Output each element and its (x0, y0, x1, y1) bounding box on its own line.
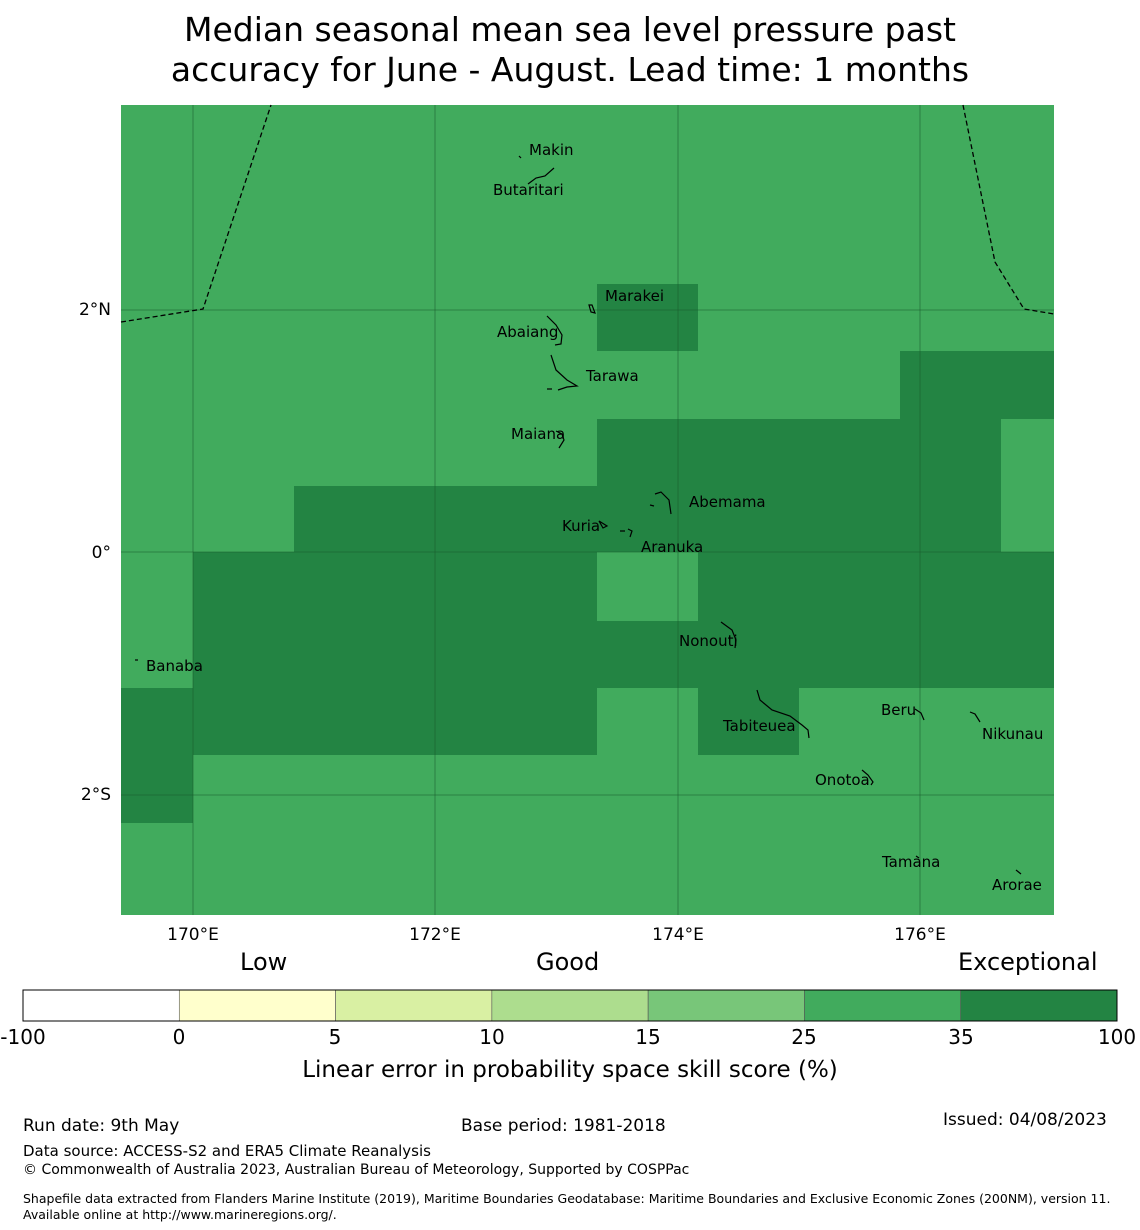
shapefile-credit: Shapefile data extracted from Flanders M… (23, 1191, 1111, 1222)
place-label-tarawa: Tarawa (585, 367, 639, 385)
colorbar-tick-label: 0 (173, 1025, 186, 1049)
gridlines (121, 105, 1054, 915)
chart-title: Median seasonal mean sea level pressure … (0, 10, 1140, 90)
island-outlines (135, 155, 1022, 875)
island-onotoa (861, 769, 874, 786)
colorbar-tick-label: 25 (791, 1025, 816, 1049)
place-label-arorae: Arorae (992, 876, 1042, 894)
place-label-makin: Makin (529, 141, 574, 159)
issued-date: Issued: 04/08/2023 (943, 1110, 1107, 1130)
colorbar-tick-label: 100 (1098, 1025, 1136, 1049)
colorbar-tick-label: 15 (635, 1025, 660, 1049)
place-label-maiana: Maiana (511, 425, 565, 443)
place-label-onotoa: Onotoa (815, 771, 870, 789)
colorbar-swatch (178, 989, 336, 1022)
island-tamana (915, 855, 920, 859)
lon-tick-label: 174°E (652, 925, 704, 945)
island-butaritari (527, 167, 555, 185)
skill-cells-exceptional (121, 284, 1054, 823)
colorbar-swatch (804, 989, 962, 1022)
place-label-butaritari: Butaritari (493, 181, 564, 199)
island-abaiang (546, 315, 563, 346)
place-labels: Makin Butaritari Marakei Abaiang Tarawa … (146, 141, 1043, 894)
place-label-kuria: Kuria (562, 517, 600, 535)
island-maiana (555, 430, 565, 449)
eez-boundaries (120, 104, 1055, 323)
place-label-tabiteuea: Tabiteuea (722, 717, 796, 735)
map-panel: Makin Butaritari Marakei Abaiang Tarawa … (120, 104, 1055, 915)
island-arorae (1015, 869, 1022, 875)
lat-tick-label: 2°S (81, 785, 111, 805)
map-figure: Makin Butaritari Marakei Abaiang Tarawa … (0, 104, 1136, 1083)
place-label-beru: Beru (881, 701, 916, 719)
place-label-marakei: Marakei (605, 287, 664, 305)
island-abemama-west (649, 504, 655, 507)
colorbar-tick-label: 5 (329, 1025, 342, 1049)
lon-tick-label: 170°E (167, 925, 219, 945)
colorbar: -100 0 5 10 15 25 35 100 Linear error in… (0, 989, 1136, 1083)
colorbar-tick-label: -100 (0, 1025, 45, 1049)
category-label-good: Good (536, 948, 600, 976)
island-nonouti (720, 621, 737, 649)
run-date: Run date: 9th May (23, 1116, 180, 1136)
skill-cell (597, 419, 1001, 486)
colorbar-label: Linear error in probability space skill … (302, 1057, 838, 1083)
base-period: Base period: 1981-2018 (461, 1116, 666, 1136)
island-marakei (588, 304, 596, 314)
title-line-2: accuracy for June - August. Lead time: 1… (170, 50, 970, 89)
eez-boundary-west (120, 104, 272, 323)
colorbar-tick-label: 10 (479, 1025, 504, 1049)
skill-cell (900, 351, 1054, 419)
colorbar-swatch (960, 989, 1118, 1022)
island-kuria (598, 520, 609, 529)
skill-cell (698, 688, 799, 755)
skill-cell (121, 688, 193, 823)
place-label-banaba: Banaba (146, 657, 203, 675)
colorbar-swatch (22, 989, 180, 1022)
place-label-nikunau: Nikunau (982, 725, 1043, 743)
island-nikunau (969, 711, 981, 723)
lat-tick-label: 2°N (79, 300, 111, 320)
island-abemama (654, 491, 672, 515)
place-label-nonouti: Nonouti (679, 632, 738, 650)
island-tarawa (550, 354, 579, 391)
lat-tick-label: 0° (92, 543, 111, 563)
place-label-tamana: Tamana (881, 853, 940, 871)
skill-cell (193, 552, 597, 755)
island-beru (914, 708, 925, 721)
colorbar-frame (22, 989, 1118, 1022)
data-source: Data source: ACCESS-S2 and ERA5 Climate … (23, 1142, 431, 1160)
island-aranuka (620, 528, 633, 538)
place-label-abemama: Abemama (689, 493, 766, 511)
skill-cell (597, 284, 698, 351)
copyright: © Commonwealth of Australia 2023, Austra… (23, 1162, 690, 1178)
colorbar-swatches (22, 989, 1118, 1022)
island-tabiteuea (756, 689, 810, 739)
title-line-1: Median seasonal mean sea level pressure … (184, 10, 956, 49)
skill-cell (294, 486, 1001, 552)
colorbar-swatch (335, 989, 493, 1022)
lon-tick-label: 176°E (894, 925, 946, 945)
skill-cell (698, 552, 1054, 688)
place-label-abaiang: Abaiang (497, 323, 558, 341)
eez-boundary-east (962, 104, 1055, 315)
island-makin (518, 155, 522, 159)
colorbar-swatch (647, 989, 805, 1022)
lon-tick-label: 172°E (409, 925, 461, 945)
category-label-low: Low (240, 948, 288, 976)
skill-cell (597, 621, 698, 688)
colorbar-tick-label: 35 (948, 1025, 973, 1049)
category-label-exceptional: Exceptional (958, 948, 1098, 976)
place-label-aranuka: Aranuka (641, 538, 703, 556)
colorbar-swatch (491, 989, 649, 1022)
colorbar-tick-labels: -100 0 5 10 15 25 35 100 (0, 1025, 1136, 1049)
axis-tick-labels: 170°E 172°E 174°E 176°E 2°N 0° 2°S (79, 300, 946, 945)
